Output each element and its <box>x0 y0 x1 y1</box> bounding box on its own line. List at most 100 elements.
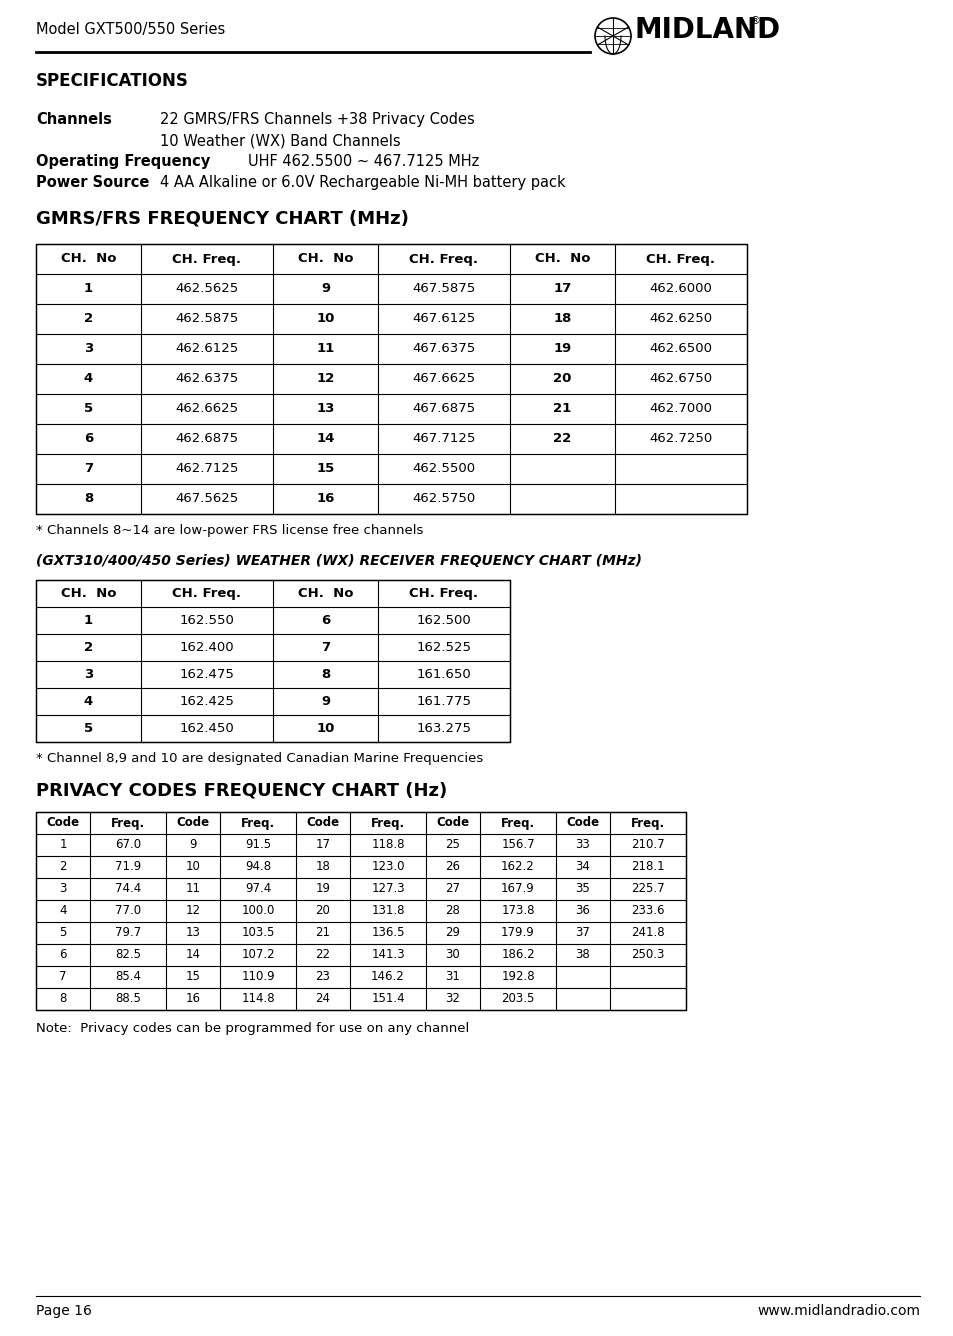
Text: 1: 1 <box>59 839 67 851</box>
Text: 22 GMRS/FRS Channels +38 Privacy Codes: 22 GMRS/FRS Channels +38 Privacy Codes <box>160 112 475 127</box>
Text: 22: 22 <box>315 949 330 962</box>
Text: 33: 33 <box>575 839 590 851</box>
Text: 141.3: 141.3 <box>371 949 404 962</box>
Text: * Channels 8~14 are low-power FRS license free channels: * Channels 8~14 are low-power FRS licens… <box>36 524 423 537</box>
Text: 462.6125: 462.6125 <box>175 342 238 355</box>
Text: 71.9: 71.9 <box>114 860 141 874</box>
Text: 31: 31 <box>445 970 460 983</box>
Text: 9: 9 <box>189 839 196 851</box>
Text: 10 Weather (WX) Band Channels: 10 Weather (WX) Band Channels <box>160 134 400 148</box>
Text: 21: 21 <box>315 926 330 939</box>
Text: Model GXT500/550 Series: Model GXT500/550 Series <box>36 21 225 37</box>
Text: 146.2: 146.2 <box>371 970 404 983</box>
Text: 192.8: 192.8 <box>500 970 535 983</box>
Text: 14: 14 <box>185 949 200 962</box>
Text: Note:  Privacy codes can be programmed for use on any channel: Note: Privacy codes can be programmed fo… <box>36 1022 469 1035</box>
Text: 3: 3 <box>84 342 93 355</box>
Text: 21: 21 <box>553 402 571 415</box>
Text: 3: 3 <box>84 668 93 681</box>
Text: 462.6875: 462.6875 <box>175 433 238 445</box>
Text: 12: 12 <box>185 904 200 918</box>
Text: 250.3: 250.3 <box>631 949 664 962</box>
Text: 462.6750: 462.6750 <box>649 373 712 386</box>
Text: 163.275: 163.275 <box>416 721 471 735</box>
Text: 22: 22 <box>553 433 571 445</box>
Text: 131.8: 131.8 <box>371 904 404 918</box>
Text: 103.5: 103.5 <box>241 926 274 939</box>
Text: 462.5875: 462.5875 <box>175 313 238 326</box>
Text: 29: 29 <box>445 926 460 939</box>
Text: 4: 4 <box>59 904 67 918</box>
Text: 462.5750: 462.5750 <box>412 493 476 505</box>
Text: 3: 3 <box>59 883 67 895</box>
Text: CH.  No: CH. No <box>61 587 116 600</box>
Text: 7: 7 <box>84 462 93 476</box>
Text: 462.5500: 462.5500 <box>412 462 475 476</box>
Text: Freq.: Freq. <box>241 816 274 830</box>
Text: 15: 15 <box>186 970 200 983</box>
Text: 19: 19 <box>553 342 571 355</box>
Text: 161.650: 161.650 <box>416 668 471 681</box>
Text: 462.7125: 462.7125 <box>175 462 238 476</box>
Text: MIDLAND: MIDLAND <box>635 16 781 44</box>
Text: 13: 13 <box>186 926 200 939</box>
Text: 6: 6 <box>84 433 93 445</box>
Text: 11: 11 <box>316 342 335 355</box>
Text: SPECIFICATIONS: SPECIFICATIONS <box>36 72 189 90</box>
Text: 467.5625: 467.5625 <box>175 493 238 505</box>
Text: 4 AA Alkaline or 6.0V Rechargeable Ni-MH battery pack: 4 AA Alkaline or 6.0V Rechargeable Ni-MH… <box>160 175 565 190</box>
Text: 82.5: 82.5 <box>115 949 141 962</box>
Text: * Channel 8,9 and 10 are designated Canadian Marine Frequencies: * Channel 8,9 and 10 are designated Cana… <box>36 752 483 766</box>
Text: Operating Frequency: Operating Frequency <box>36 154 210 168</box>
Text: 5: 5 <box>59 926 67 939</box>
Text: 88.5: 88.5 <box>115 993 141 1006</box>
Text: Power Source: Power Source <box>36 175 150 190</box>
Text: 467.5875: 467.5875 <box>412 282 476 295</box>
Text: 34: 34 <box>575 860 590 874</box>
Text: 10: 10 <box>186 860 200 874</box>
Text: 218.1: 218.1 <box>631 860 664 874</box>
Text: 123.0: 123.0 <box>371 860 404 874</box>
Text: 6: 6 <box>320 615 330 627</box>
Text: 37: 37 <box>575 926 590 939</box>
Text: 462.5625: 462.5625 <box>175 282 238 295</box>
Text: 467.6125: 467.6125 <box>412 313 476 326</box>
Text: 462.7000: 462.7000 <box>649 402 712 415</box>
Text: 462.6500: 462.6500 <box>649 342 712 355</box>
Text: 162.450: 162.450 <box>179 721 234 735</box>
Text: 35: 35 <box>575 883 590 895</box>
Text: 9: 9 <box>320 695 330 708</box>
Text: 18: 18 <box>315 860 330 874</box>
Text: 24: 24 <box>315 993 330 1006</box>
Text: Freq.: Freq. <box>500 816 535 830</box>
Text: 12: 12 <box>316 373 335 386</box>
Text: 233.6: 233.6 <box>631 904 664 918</box>
Text: 7: 7 <box>59 970 67 983</box>
Text: 1: 1 <box>84 615 93 627</box>
Text: 162.550: 162.550 <box>179 615 234 627</box>
Text: 136.5: 136.5 <box>371 926 404 939</box>
Text: 9: 9 <box>320 282 330 295</box>
Text: 26: 26 <box>445 860 460 874</box>
Text: 5: 5 <box>84 402 93 415</box>
Text: 15: 15 <box>316 462 335 476</box>
Text: CH. Freq.: CH. Freq. <box>172 587 241 600</box>
Text: GMRS/FRS FREQUENCY CHART (MHz): GMRS/FRS FREQUENCY CHART (MHz) <box>36 210 409 228</box>
Text: Freq.: Freq. <box>111 816 145 830</box>
Text: 4: 4 <box>84 695 93 708</box>
Text: 20: 20 <box>315 904 330 918</box>
Text: Code: Code <box>176 816 210 830</box>
Text: 10: 10 <box>316 721 335 735</box>
Bar <box>36 812 685 1010</box>
Text: 27: 27 <box>445 883 460 895</box>
Text: 1: 1 <box>84 282 93 295</box>
Text: 32: 32 <box>445 993 460 1006</box>
Text: 161.775: 161.775 <box>416 695 471 708</box>
Text: 467.6875: 467.6875 <box>412 402 475 415</box>
Text: 114.8: 114.8 <box>241 993 274 1006</box>
Text: 7: 7 <box>320 641 330 655</box>
Text: (GXT310/400/450 Series) WEATHER (WX) RECEIVER FREQUENCY CHART (MHz): (GXT310/400/450 Series) WEATHER (WX) REC… <box>36 554 641 568</box>
Text: 118.8: 118.8 <box>371 839 404 851</box>
Text: 203.5: 203.5 <box>500 993 534 1006</box>
Text: 467.6625: 467.6625 <box>412 373 475 386</box>
